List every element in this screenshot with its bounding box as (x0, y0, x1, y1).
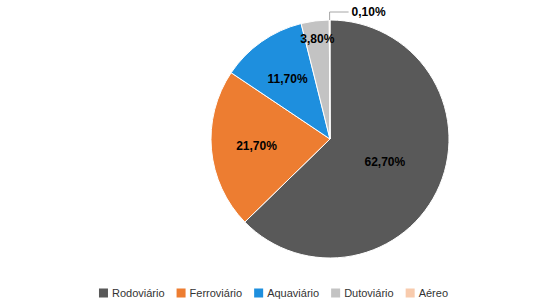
legend-label: Ferroviário (190, 287, 243, 299)
legend-label: Dutoviário (344, 287, 394, 299)
data-label: 21,70% (236, 139, 277, 153)
data-label: 62,70% (364, 155, 405, 169)
chart: 62,70% 21,70% 11,70% 3,80% 0,10% Rodoviário Fe… (0, 0, 547, 305)
data-label: 3,80% (300, 32, 334, 46)
legend: Rodoviário Ferroviário Aquaviário Dutoviári… (99, 287, 448, 299)
legend-label: Aquaviário (267, 287, 319, 299)
legend-swatch (254, 289, 263, 298)
data-label: 0,10% (352, 5, 386, 19)
legend-swatch (331, 289, 340, 298)
legend-label: Rodoviário (112, 287, 165, 299)
legend-swatch (406, 289, 415, 298)
slices (211, 20, 449, 258)
legend-swatch (177, 289, 186, 298)
data-labels: 62,70% 21,70% 11,70% 3,80% 0,10% (236, 5, 405, 169)
data-label: 11,70% (268, 72, 308, 86)
leader-line (330, 12, 349, 20)
legend-swatch (99, 289, 108, 298)
legend-label: Aéreo (419, 287, 448, 299)
